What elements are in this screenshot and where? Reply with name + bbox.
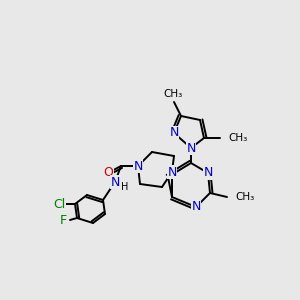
Text: N: N bbox=[169, 127, 179, 140]
Text: N: N bbox=[167, 166, 177, 178]
Text: CH₃: CH₃ bbox=[235, 192, 254, 202]
Text: N: N bbox=[186, 142, 196, 154]
Text: Cl: Cl bbox=[53, 197, 65, 211]
Text: CH₃: CH₃ bbox=[164, 89, 183, 99]
Text: O: O bbox=[103, 167, 113, 179]
Text: N: N bbox=[203, 167, 213, 179]
Text: N: N bbox=[191, 200, 201, 214]
Text: H: H bbox=[121, 182, 129, 192]
Text: N: N bbox=[110, 176, 120, 188]
Text: CH₃: CH₃ bbox=[228, 133, 247, 143]
Text: N: N bbox=[133, 160, 143, 172]
Text: F: F bbox=[59, 214, 67, 226]
